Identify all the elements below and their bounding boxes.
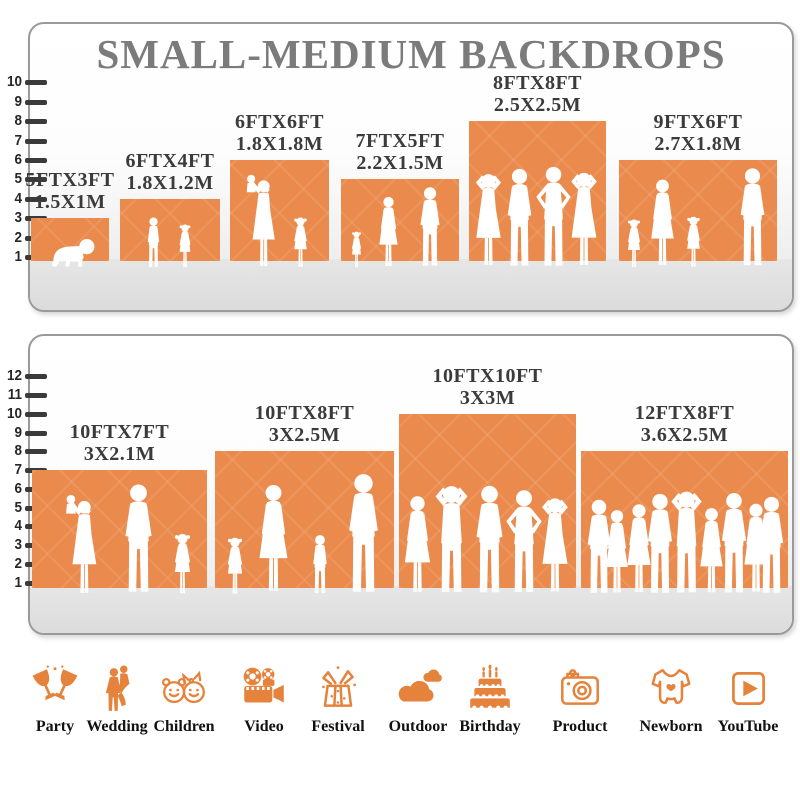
category-party: Party [13, 664, 97, 752]
backdrop-size-label: 6FTX6FT 1.8X1.8M [234, 111, 325, 155]
ruler-number: 3 [14, 536, 22, 553]
ruler-tick-mark [25, 119, 47, 124]
backdrop-box-10x7: 10FTX7FT 3X2.1M [32, 421, 207, 594]
ruler-number: 5 [14, 499, 22, 516]
backdrop-size-label: 12FTX8FT 3.6X2.5M [634, 402, 735, 446]
category-festival: Festival [296, 664, 380, 752]
ruler-number: 11 [7, 386, 23, 403]
silhouette-four-adults [475, 166, 597, 266]
ruler-tick-mark [25, 431, 47, 436]
silhouette-crowd [587, 491, 784, 593]
ruler-number: 1 [14, 248, 22, 265]
backdrop-size-label: 9FTX6FT 2.7X1.8M [653, 111, 743, 155]
category-label: Video [244, 718, 284, 735]
ruler-number: 3 [14, 209, 22, 226]
ruler-number: 2 [14, 229, 22, 246]
backdrop-size-label: 10FTX8FT 3X2.5M [254, 402, 355, 446]
category-birthday: Birthday [448, 664, 532, 752]
ruler-number: 7 [14, 461, 22, 478]
backdrop-size-label: 6FTX4FT 1.8X1.2M [125, 150, 215, 194]
silhouette-family-of-three [352, 187, 440, 268]
ruler-number: 12 [6, 367, 22, 384]
category-label: Wedding [86, 718, 148, 735]
category-newborn: Newborn [629, 664, 713, 752]
ruler-tick-mark [25, 197, 47, 202]
category-label: YouTube [717, 718, 779, 735]
category-label: Children [153, 718, 215, 735]
product-icon [561, 669, 599, 705]
ruler-number: 7 [14, 132, 22, 149]
floor-strip [30, 259, 792, 310]
ruler-tick-mark [25, 100, 47, 105]
ruler-tick-mark [25, 177, 47, 182]
silhouette-five-adults [404, 485, 568, 593]
backdrop-size-label: 5FTX3FT 1.5X1M [25, 169, 115, 213]
category-product: Product [538, 664, 622, 752]
category-video: Video [222, 664, 306, 752]
backdrop-box-12x8: 12FTX8FT 3.6X2.5M [581, 402, 788, 593]
category-wedding: Wedding [75, 664, 159, 752]
birthday-icon [470, 664, 510, 710]
ruler-number: 10 [6, 405, 22, 422]
category-label: Product [552, 718, 608, 735]
backdrop-size-label: 8FTX8FT 2.5X2.5M [492, 72, 583, 116]
ruler-tick-mark [25, 374, 47, 379]
ruler-number: 5 [14, 170, 22, 187]
category-youtube: YouTube [706, 664, 790, 752]
ruler-tick-mark [25, 139, 47, 144]
category-label: Outdoor [388, 718, 448, 735]
category-label: Festival [311, 718, 365, 735]
silhouette-mother-and-child [246, 174, 307, 267]
backdrop-size-label: 10FTX7FT 3X2.1M [69, 421, 170, 465]
ruler-number: 9 [14, 424, 22, 441]
ruler-number: 6 [14, 151, 22, 168]
floor-strip [30, 586, 792, 633]
backdrop-box-7x5: 7FTX5FT 2.2X1.5M [341, 130, 459, 268]
category-label: Birthday [459, 718, 521, 735]
ruler-number: 6 [14, 480, 22, 497]
youtube-icon [732, 672, 765, 705]
backdrop-size-label: 7FTX5FT 2.2X1.5M [355, 130, 445, 174]
ruler-tick-mark [25, 393, 47, 398]
children-icon [162, 670, 205, 704]
category-label: Party [35, 718, 75, 735]
ruler-tick-mark [25, 449, 47, 454]
category-label: Newborn [639, 718, 703, 735]
category-children: Children [142, 664, 226, 752]
silhouette-family-of-four [628, 168, 765, 267]
ruler-number: 8 [14, 442, 22, 459]
ruler-number: 4 [14, 190, 22, 207]
ruler-tick-mark [25, 80, 47, 85]
ruler-tick-mark [25, 412, 47, 417]
ruler-tick-mark [25, 158, 47, 163]
backdrop-box-8x8: 8FTX8FT 2.5X2.5M [469, 72, 606, 266]
ruler-number: 8 [14, 112, 22, 129]
backdrop-box-6x4: 6FTX4FT 1.8X1.2M [120, 150, 220, 268]
video-icon [243, 667, 284, 703]
page-title: SMALL-MEDIUM BACKDROPS [96, 31, 726, 77]
newborn-icon [651, 669, 691, 704]
backdrop-box-10x8: 10FTX8FT 3X2.5M [215, 402, 394, 594]
ruler-number: 9 [14, 93, 22, 110]
ruler-number: 10 [6, 73, 22, 90]
silhouette-family-of-three [66, 484, 190, 594]
category-outdoor: Outdoor [376, 664, 460, 752]
backdrop-box-6x6: 6FTX6FT 1.8X1.8M [230, 111, 329, 267]
backdrop-box-10x10: 10FTX10FT 3X3M [399, 365, 576, 593]
backdrop-box-5x3: 5FTX3FT 1.5X1M [25, 169, 114, 267]
ruler-number: 2 [14, 555, 22, 572]
backdrop-size-label: 10FTX10FT 3X3M [432, 365, 543, 409]
festival-icon [322, 666, 357, 707]
backdrop-box-9x6: 9FTX6FT 2.7X1.8M [619, 111, 777, 267]
ruler-number: 4 [14, 517, 22, 534]
silhouette-family-of-four [227, 474, 378, 594]
wedding-icon [105, 665, 130, 711]
outdoor-icon [398, 669, 442, 702]
party-icon [32, 665, 78, 701]
ruler-number: 1 [14, 574, 22, 591]
